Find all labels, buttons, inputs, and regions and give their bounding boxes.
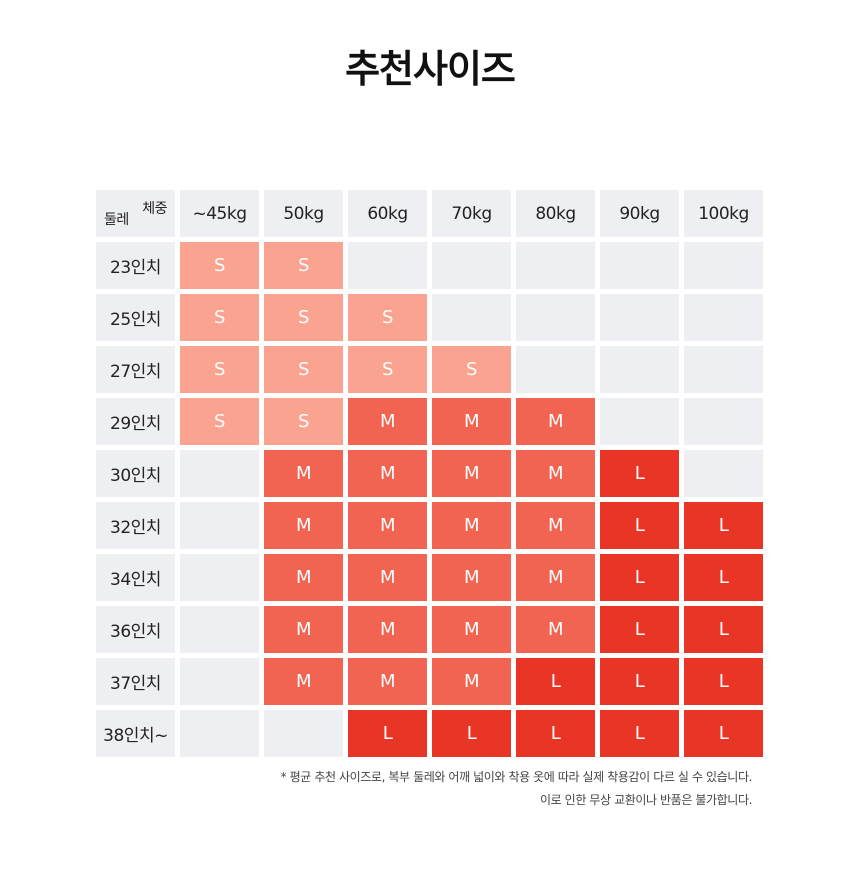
size-cell-m: M <box>264 554 343 601</box>
girth-axis-label: 둘레 <box>104 212 129 228</box>
size-cell-m: M <box>348 450 427 497</box>
size-cell-s: S <box>180 242 259 289</box>
size-cell-l: L <box>600 450 679 497</box>
empty-cell <box>684 398 763 445</box>
column-header: 90kg <box>600 190 679 237</box>
empty-cell <box>264 710 343 757</box>
size-cell-m: M <box>516 554 595 601</box>
row-header: 29인치 <box>96 398 175 445</box>
size-cell-l: L <box>600 502 679 549</box>
empty-cell <box>432 294 511 341</box>
row-header: 27인치 <box>96 346 175 393</box>
empty-cell <box>684 450 763 497</box>
column-header: 50kg <box>264 190 343 237</box>
empty-cell <box>516 294 595 341</box>
size-cell-m: M <box>348 554 427 601</box>
size-cell-l: L <box>600 710 679 757</box>
empty-cell <box>432 242 511 289</box>
size-cell-s: S <box>348 346 427 393</box>
size-cell-l: L <box>684 502 763 549</box>
size-cell-m: M <box>264 502 343 549</box>
corner-header: 체중 둘레 <box>96 190 175 237</box>
column-header: 80kg <box>516 190 595 237</box>
size-cell-l: L <box>516 658 595 705</box>
size-cell-s: S <box>432 346 511 393</box>
size-cell-s: S <box>180 294 259 341</box>
size-cell-l: L <box>432 710 511 757</box>
size-cell-m: M <box>432 450 511 497</box>
size-cell-l: L <box>600 658 679 705</box>
size-cell-m: M <box>516 398 595 445</box>
size-cell-m: M <box>348 502 427 549</box>
size-cell-m: M <box>348 606 427 653</box>
size-cell-m: M <box>516 606 595 653</box>
size-cell-l: L <box>600 606 679 653</box>
footnote-line: 이로 인한 무상 교환이나 반품은 불가합니다. <box>539 793 752 807</box>
empty-cell <box>516 242 595 289</box>
size-cell-s: S <box>264 242 343 289</box>
page-title: 추천사이즈 <box>345 47 516 91</box>
size-cell-m: M <box>432 554 511 601</box>
size-cell-l: L <box>684 606 763 653</box>
empty-cell <box>600 398 679 445</box>
empty-cell <box>180 450 259 497</box>
row-header: 30인치 <box>96 450 175 497</box>
size-cell-l: L <box>684 658 763 705</box>
weight-axis-label: 체중 <box>142 201 167 217</box>
empty-cell <box>348 242 427 289</box>
empty-cell <box>180 658 259 705</box>
footnote-line: * 평균 추천 사이즈로, 복부 둘레와 어깨 넓이와 착용 옷에 따라 실제 … <box>280 770 753 784</box>
size-chart-table: 체중 둘레 ~45kg 50kg 60kg 70kg 80kg 90kg 100kg 23인치… <box>96 190 763 757</box>
size-cell-m: M <box>264 606 343 653</box>
column-header: 100kg <box>684 190 763 237</box>
row-header: 25인치 <box>96 294 175 341</box>
row-header: 34인치 <box>96 554 175 601</box>
size-cell-l: L <box>516 710 595 757</box>
size-cell-m: M <box>432 658 511 705</box>
row-header: 23인치 <box>96 242 175 289</box>
empty-cell <box>684 346 763 393</box>
size-cell-m: M <box>348 398 427 445</box>
size-cell-m: M <box>348 658 427 705</box>
row-header: 37인치 <box>96 658 175 705</box>
empty-cell <box>180 502 259 549</box>
row-header: 38인치~ <box>96 710 175 757</box>
size-cell-l: L <box>684 710 763 757</box>
empty-cell <box>600 346 679 393</box>
footnote: * 평균 추천 사이즈로, 복부 둘레와 어깨 넓이와 착용 옷에 따라 실제 … <box>280 766 753 812</box>
empty-cell <box>180 606 259 653</box>
size-cell-s: S <box>264 346 343 393</box>
empty-cell <box>684 294 763 341</box>
size-cell-s: S <box>180 346 259 393</box>
size-cell-m: M <box>516 502 595 549</box>
empty-cell <box>180 554 259 601</box>
row-header: 36인치 <box>96 606 175 653</box>
empty-cell <box>180 710 259 757</box>
empty-cell <box>684 242 763 289</box>
empty-cell <box>600 294 679 341</box>
size-cell-m: M <box>516 450 595 497</box>
size-cell-s: S <box>264 294 343 341</box>
size-cell-l: L <box>684 554 763 601</box>
column-header: 60kg <box>348 190 427 237</box>
size-cell-l: L <box>600 554 679 601</box>
size-cell-m: M <box>264 450 343 497</box>
size-cell-m: M <box>432 398 511 445</box>
size-cell-l: L <box>348 710 427 757</box>
column-header: ~45kg <box>180 190 259 237</box>
empty-cell <box>516 346 595 393</box>
size-cell-m: M <box>432 502 511 549</box>
size-cell-s: S <box>264 398 343 445</box>
size-cell-s: S <box>348 294 427 341</box>
column-header: 70kg <box>432 190 511 237</box>
size-cell-m: M <box>432 606 511 653</box>
size-cell-m: M <box>264 658 343 705</box>
size-cell-s: S <box>180 398 259 445</box>
row-header: 32인치 <box>96 502 175 549</box>
empty-cell <box>600 242 679 289</box>
